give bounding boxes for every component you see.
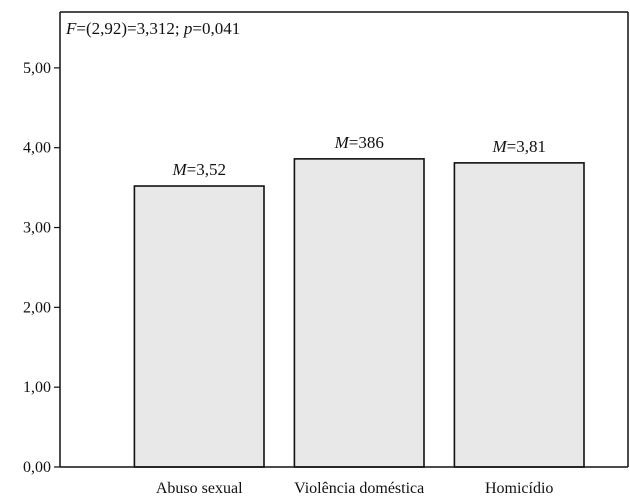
y-tick-label: 3,00 bbox=[23, 220, 51, 237]
data-label-value: =386 bbox=[349, 133, 384, 152]
f-symbol: F bbox=[65, 19, 77, 38]
y-tick-label: 4,00 bbox=[23, 140, 51, 157]
p-value: =0,041 bbox=[192, 19, 240, 38]
x-category-label: Homicídio bbox=[485, 480, 553, 497]
y-axis-ticks: 0,00 1,00 2,00 3,00 4,00 5,00 bbox=[23, 60, 60, 476]
data-label-value: =3,81 bbox=[507, 137, 546, 156]
data-label-symbol: M bbox=[171, 160, 187, 179]
bar-data-label: M=3,52 bbox=[171, 160, 226, 179]
data-labels: M=3,52M=386 M=3,81 bbox=[171, 133, 546, 179]
y-tick-label: 1,00 bbox=[23, 379, 51, 396]
anova-annotation: F=(2,92)=3,312; p=0,041 bbox=[65, 19, 240, 38]
bar bbox=[133, 185, 265, 468]
bar-data-label: M=3,81 bbox=[491, 137, 546, 156]
f-value: =(2,92)=3,312; bbox=[76, 19, 183, 38]
data-label-symbol: M bbox=[334, 133, 350, 152]
data-label-value: =3,52 bbox=[187, 160, 226, 179]
x-category-label: Abuso sexual bbox=[156, 480, 243, 497]
bar bbox=[453, 162, 585, 468]
data-label-symbol: M bbox=[491, 137, 507, 156]
y-tick-label: 5,00 bbox=[23, 60, 51, 77]
y-tick-label: 0,00 bbox=[23, 459, 51, 476]
bars bbox=[133, 158, 585, 468]
p-symbol: p bbox=[183, 19, 193, 38]
category-labels: Abuso sexual Violência doméstica Homicídio bbox=[156, 480, 554, 497]
bar bbox=[293, 158, 425, 468]
y-tick-label: 2,00 bbox=[23, 299, 51, 316]
bar-data-label: M=386 bbox=[334, 133, 384, 152]
x-category-label: Violência doméstica bbox=[294, 480, 424, 497]
